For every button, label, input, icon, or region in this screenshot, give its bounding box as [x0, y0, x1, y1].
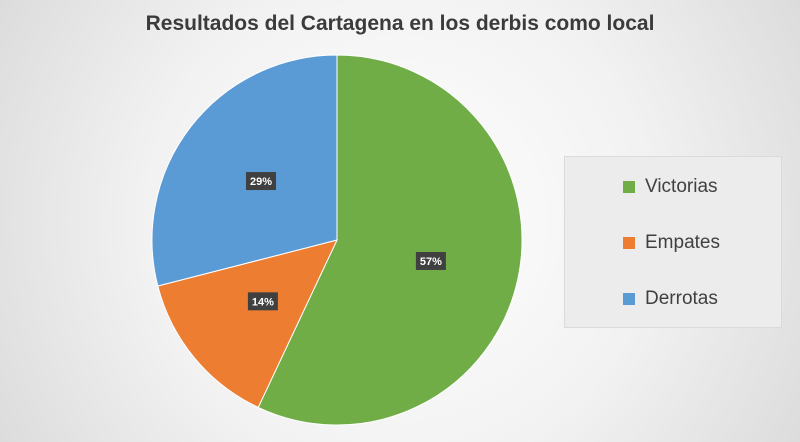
data-label-text-derrotas: 29%: [250, 176, 272, 188]
data-label-empates: 14%: [247, 292, 278, 311]
legend-item-victorias: Victorias: [623, 175, 718, 199]
legend-swatch-derrotas: [623, 293, 635, 305]
chart-title: Resultados del Cartagena en los derbis c…: [145, 12, 655, 35]
legend: Victorias Empates Derrotas: [564, 156, 782, 328]
legend-item-empates: Empates: [623, 231, 720, 255]
data-label-victorias: 57%: [415, 251, 446, 270]
legend-label-derrotas: Derrotas: [645, 288, 718, 309]
data-label-derrotas: 29%: [245, 172, 276, 191]
legend-item-derrotas: Derrotas: [623, 287, 718, 311]
legend-label-victorias: Victorias: [645, 176, 718, 197]
pie-slice-victorias: [257, 54, 523, 426]
data-label-text-empates: 14%: [252, 296, 274, 308]
pie-slice-derrotas: [151, 54, 338, 287]
legend-swatch-victorias: [623, 181, 635, 193]
data-label-box-victorias: [415, 251, 446, 270]
data-label-box-empates: [247, 292, 278, 311]
legend-label-empates: Empates: [645, 232, 720, 253]
data-label-box-derrotas: [245, 172, 276, 191]
legend-swatch-empates: [623, 237, 635, 249]
pie-slice-empates: [157, 239, 338, 409]
data-label-text-victorias: 57%: [420, 256, 442, 268]
